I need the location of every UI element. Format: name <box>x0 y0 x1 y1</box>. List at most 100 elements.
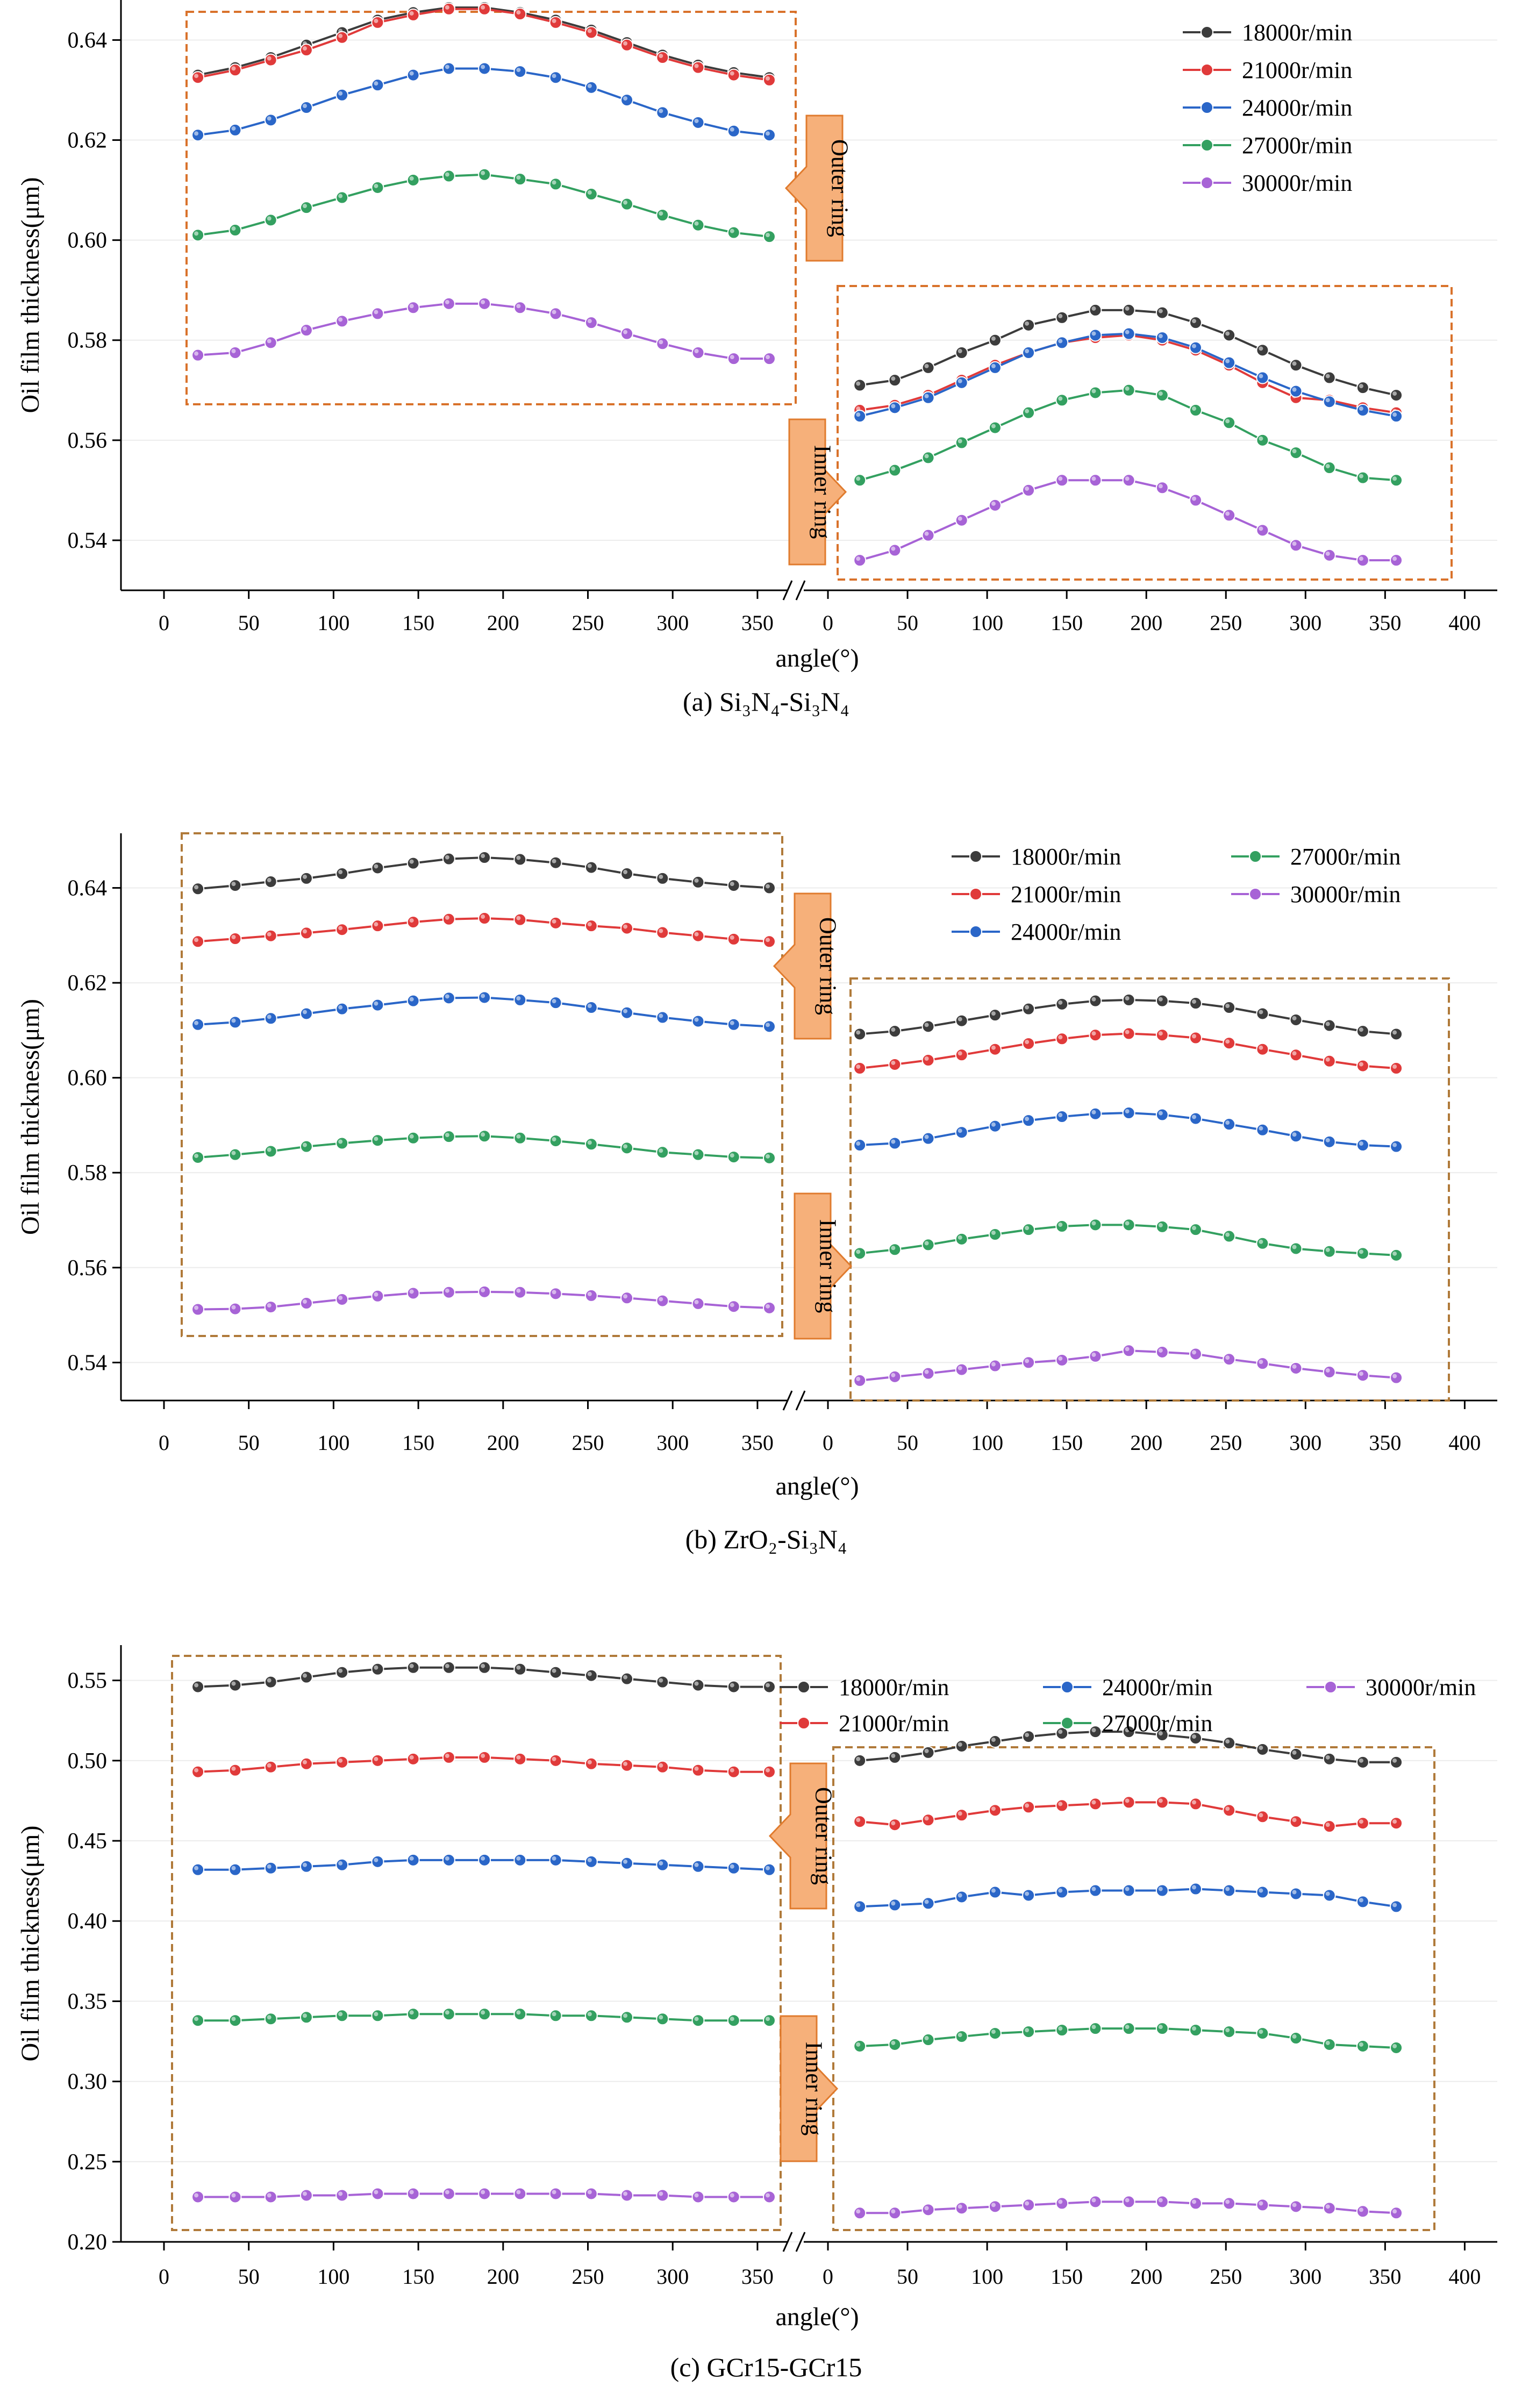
data-point-highlight <box>445 915 449 920</box>
data-point-highlight <box>445 994 449 999</box>
data-point-highlight <box>552 999 556 1004</box>
y-axis-label: Oil film thickness(μm) <box>16 177 45 413</box>
data-point-outer <box>620 1856 634 1870</box>
data-point-outer <box>335 2009 349 2023</box>
data-point-inner <box>988 421 1002 434</box>
data-point-highlight <box>1025 1040 1030 1045</box>
data-point-inner <box>1356 1025 1369 1038</box>
data-point-inner <box>1189 2024 1202 2037</box>
data-point-outer <box>762 881 776 895</box>
data-point-inner <box>1089 1725 1102 1739</box>
data-point-outer <box>478 991 491 1004</box>
data-point-outer <box>264 213 277 227</box>
data-point-highlight <box>302 1010 307 1014</box>
data-point-outer <box>442 1853 455 1867</box>
data-point-inner <box>1256 371 1269 384</box>
data-point-highlight <box>1359 1758 1363 1763</box>
data-point-inner <box>1223 1001 1236 1014</box>
data-point-inner <box>1323 548 1336 562</box>
data-point-inner <box>1022 2198 1035 2212</box>
data-point-highlight <box>194 1020 199 1025</box>
data-point-inner <box>1155 331 1169 345</box>
data-point-highlight <box>1058 396 1063 401</box>
data-point-highlight <box>552 859 556 863</box>
data-point-outer <box>549 177 562 191</box>
data-point-inner <box>988 1735 1002 1748</box>
data-point-highlight <box>924 1134 929 1139</box>
outer-ring-callout-shape <box>768 1762 827 1910</box>
data-point-outer <box>478 912 491 925</box>
series-27000r/min <box>191 1130 1403 1262</box>
data-point-highlight <box>445 1133 449 1138</box>
data-point-outer <box>299 101 313 115</box>
data-point-inner <box>1256 1810 1269 1824</box>
data-point-outer <box>299 1297 313 1310</box>
data-point-highlight <box>1158 1111 1163 1116</box>
data-point-highlight <box>481 2010 485 2015</box>
outer-ring-callout: Outer ring <box>784 115 853 262</box>
data-point-inner <box>888 463 902 477</box>
data-point-inner <box>921 1813 935 1827</box>
data-point-highlight <box>1292 1016 1297 1020</box>
data-point-outer <box>513 1285 527 1299</box>
data-point-outer <box>513 2007 527 2021</box>
data-point-highlight <box>1058 1730 1063 1734</box>
inner-ring-callout: Inner ring <box>794 1192 853 1340</box>
series-21000r/min <box>191 1750 1403 1833</box>
data-point-outer <box>299 201 313 215</box>
data-point-highlight <box>1259 1745 1263 1750</box>
data-point-highlight <box>445 1753 449 1758</box>
data-point-highlight <box>765 1768 770 1773</box>
data-point-outer <box>191 71 205 84</box>
data-point-highlight <box>1058 2199 1063 2204</box>
data-point-highlight <box>374 2190 378 2195</box>
series-21000r/min <box>191 2 1403 419</box>
data-point-outer <box>335 867 349 881</box>
data-point-inner <box>955 2030 968 2043</box>
legend-label: 21000r/min <box>839 1710 949 1737</box>
data-point-highlight <box>1091 1887 1096 1891</box>
data-point-inner <box>1356 1755 1369 1769</box>
x-tick-label-inner: 0 <box>823 2264 833 2289</box>
data-point-inner <box>921 391 935 404</box>
data-point-highlight <box>374 81 378 86</box>
data-point-highlight <box>1091 476 1096 481</box>
data-point-outer <box>727 124 740 138</box>
x-tick-label-inner: 150 <box>1051 2264 1083 2289</box>
legend-swatch-marker <box>797 1681 810 1694</box>
data-point-inner <box>853 554 867 567</box>
data-point-inner <box>1256 2027 1269 2040</box>
data-point-highlight <box>891 404 896 409</box>
series-18000r/min <box>191 851 1403 1041</box>
data-point-outer <box>264 2190 277 2204</box>
x-tick-label-outer: 300 <box>656 1431 689 1455</box>
data-point-highlight <box>374 183 378 188</box>
data-point-outer <box>727 1765 740 1778</box>
data-point-highlight <box>891 546 896 551</box>
data-point-inner <box>1022 1037 1035 1051</box>
data-point-inner <box>1256 1357 1269 1370</box>
data-point-highlight <box>481 914 485 919</box>
data-point-inner <box>853 1027 867 1041</box>
data-point-outer <box>335 315 349 328</box>
data-point-outer <box>691 218 705 232</box>
x-tick-label-inner: 300 <box>1289 1431 1321 1455</box>
data-point-outer <box>656 1675 669 1689</box>
y-tick-label: 0.25 <box>68 2150 108 2175</box>
data-point-highlight <box>409 997 414 1002</box>
data-point-highlight <box>659 1297 663 1302</box>
data-point-highlight <box>1359 2207 1363 2212</box>
data-point-highlight <box>1359 1141 1363 1146</box>
data-point-inner <box>1155 994 1169 1007</box>
data-point-inner <box>1055 474 1069 487</box>
data-point-highlight <box>659 109 663 113</box>
data-point-highlight <box>1392 2043 1397 2048</box>
x-tick-label-inner: 100 <box>971 1431 1003 1455</box>
x-tick-label-outer: 300 <box>656 2264 689 2289</box>
data-point-inner <box>1256 1007 1269 1020</box>
data-point-highlight <box>374 1292 378 1297</box>
data-point-highlight <box>958 2204 962 2209</box>
data-point-highlight <box>409 1755 414 1760</box>
data-point-inner <box>1223 1230 1236 1243</box>
data-point-inner <box>1256 524 1269 537</box>
